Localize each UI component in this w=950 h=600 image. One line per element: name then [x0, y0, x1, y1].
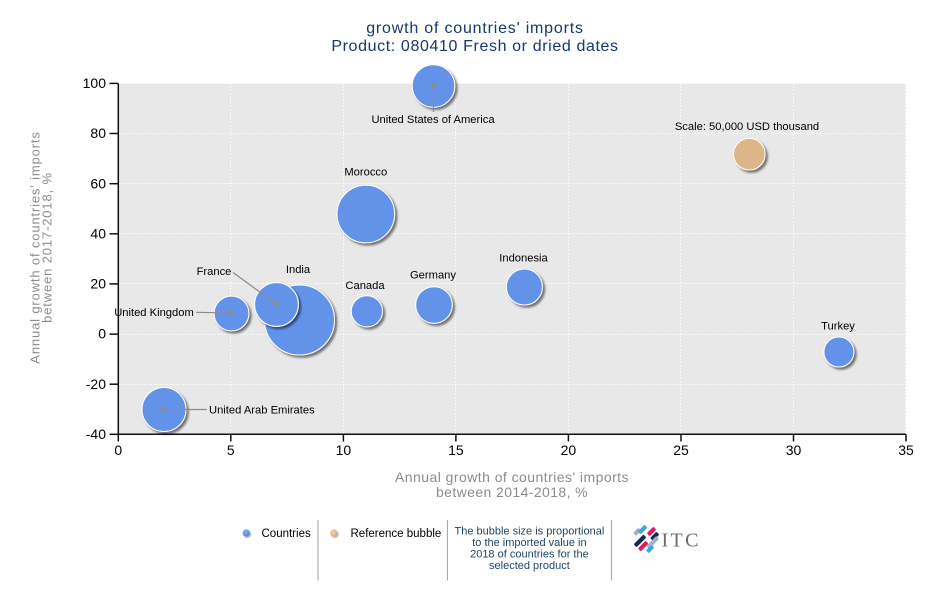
svg-text:-20: -20	[86, 376, 106, 392]
svg-text:-40: -40	[86, 426, 106, 442]
svg-text:Annual growth of countries' im: Annual growth of countries' imports	[28, 131, 43, 363]
svg-text:India: India	[286, 264, 311, 276]
svg-text:Turkey: Turkey	[821, 321, 855, 333]
svg-text:Product: 080410 Fresh or dried: Product: 080410 Fresh or dried dates	[331, 38, 618, 55]
svg-text:growth of countries' imports: growth of countries' imports	[366, 20, 584, 37]
svg-text:selected product: selected product	[489, 560, 570, 572]
svg-text:0: 0	[114, 442, 122, 458]
svg-text:40: 40	[90, 225, 106, 241]
svg-text:80: 80	[90, 125, 106, 141]
svg-text:The bubble size is proportiona: The bubble size is proportional	[454, 526, 604, 538]
svg-text:2018 of countries for the: 2018 of countries for the	[470, 549, 589, 561]
svg-text:United Arab Emirates: United Arab Emirates	[209, 405, 315, 417]
svg-text:30: 30	[786, 442, 802, 458]
svg-text:35: 35	[898, 442, 914, 458]
svg-text:Morocco: Morocco	[344, 167, 387, 179]
svg-text:20: 20	[90, 276, 106, 292]
svg-text:Reference bubble: Reference bubble	[351, 528, 442, 540]
svg-text:5: 5	[227, 442, 235, 458]
svg-text:Countries: Countries	[262, 528, 311, 540]
svg-text:60: 60	[90, 175, 106, 191]
svg-text:France: France	[197, 266, 232, 278]
svg-text:between 2014-2018, %: between 2014-2018, %	[436, 484, 588, 500]
svg-text:100: 100	[83, 75, 107, 91]
svg-text:United Kingdom: United Kingdom	[114, 307, 194, 319]
svg-text:between 2017-2018, %: between 2017-2018, %	[40, 172, 55, 323]
svg-text:Indonesia: Indonesia	[499, 253, 548, 265]
svg-text:Germany: Germany	[410, 270, 456, 282]
svg-text:Scale: 50,000 USD thousand: Scale: 50,000 USD thousand	[675, 121, 819, 133]
svg-text:0: 0	[98, 326, 106, 342]
svg-text:Canada: Canada	[345, 280, 385, 292]
svg-text:20: 20	[561, 442, 577, 458]
svg-text:United States of America: United States of America	[371, 114, 495, 126]
svg-text:ITC: ITC	[662, 530, 701, 552]
svg-text:Annual growth of countries' im: Annual growth of countries' imports	[395, 469, 629, 485]
svg-text:10: 10	[336, 442, 352, 458]
svg-text:to the imported value in: to the imported value in	[472, 537, 586, 549]
svg-text:25: 25	[673, 442, 689, 458]
svg-text:15: 15	[448, 442, 464, 458]
